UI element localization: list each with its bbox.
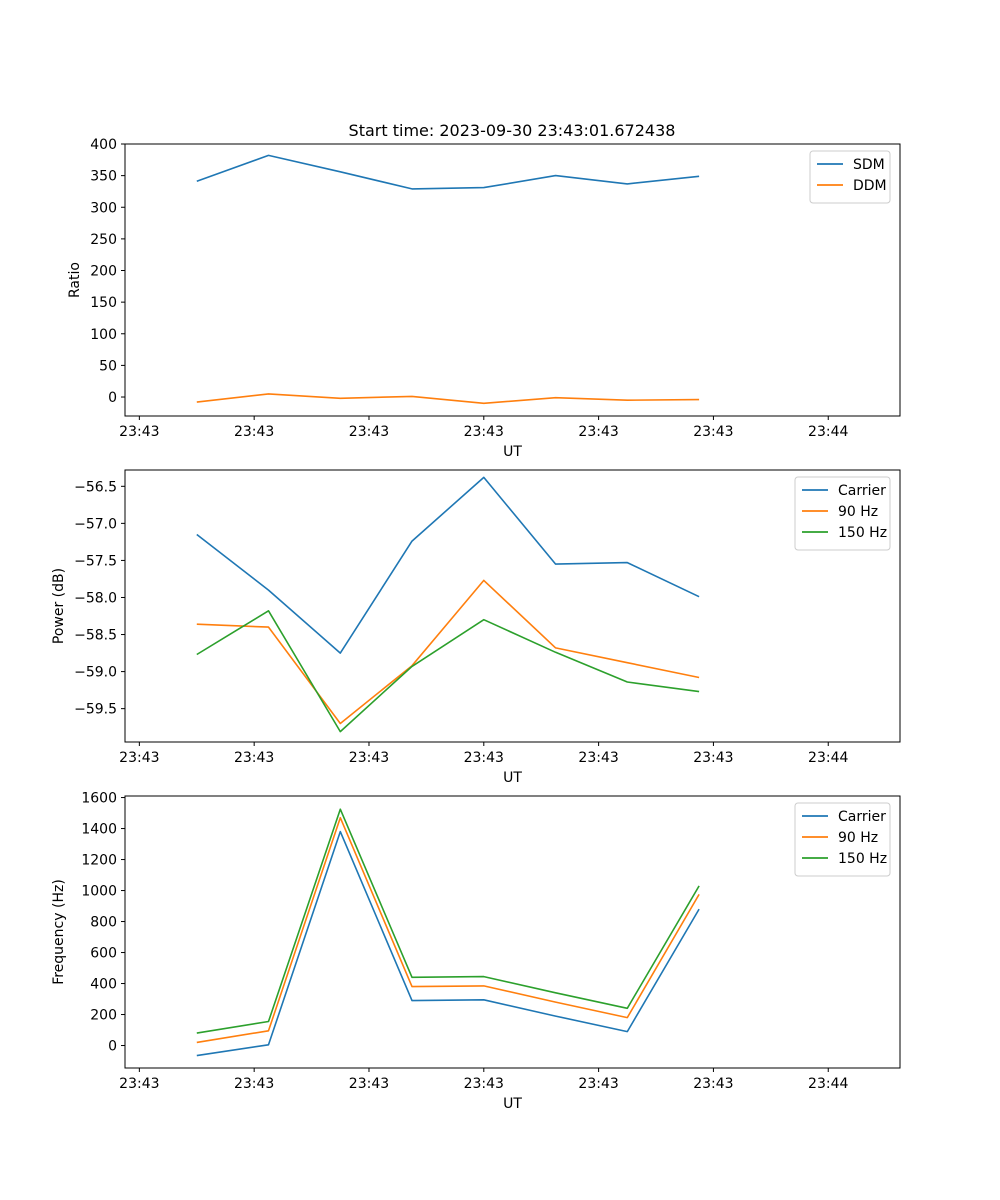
x-tick-label: 23:43 bbox=[349, 750, 389, 766]
y-axis-label: Power (dB) bbox=[51, 568, 67, 644]
series-line-carrier bbox=[196, 476, 700, 654]
x-tick-label: 23:43 bbox=[464, 424, 504, 440]
y-tick-label: 1000 bbox=[81, 884, 117, 900]
y-tick-label: −59.0 bbox=[74, 665, 117, 681]
legend-label: Carrier bbox=[838, 809, 886, 825]
series-line-sdm bbox=[196, 154, 700, 190]
x-tick-label: 23:43 bbox=[578, 750, 618, 766]
y-tick-label: 350 bbox=[90, 169, 117, 185]
legend-label: SDM bbox=[853, 157, 885, 173]
y-tick-label: 300 bbox=[90, 200, 117, 216]
y-tick-label: −58.0 bbox=[74, 590, 117, 606]
x-tick-label: 23:43 bbox=[119, 750, 159, 766]
legend-label: DDM bbox=[853, 178, 887, 194]
x-tick-label: 23:43 bbox=[578, 424, 618, 440]
chart-2: 23:43 23:43 23:43 23:43 23:43 23:43 23:44 −59.5… bbox=[51, 469, 901, 786]
legend: SDM DDM bbox=[809, 150, 891, 204]
x-tick-label: 23:43 bbox=[349, 424, 389, 440]
chart-3: 23:43 23:43 23:43 23:43 23:43 23:43 23:44 0 200 4… bbox=[51, 791, 901, 1112]
y-axis-label: Frequency (Hz) bbox=[51, 879, 67, 985]
x-tick-label: 23:43 bbox=[349, 1076, 389, 1092]
y-tick-label: 150 bbox=[90, 295, 117, 311]
y-tick-label: 400 bbox=[90, 137, 117, 153]
y-axis-label: Ratio bbox=[67, 262, 83, 298]
x-tick-label: 23:43 bbox=[234, 424, 274, 440]
x-tick-label: 23:43 bbox=[693, 1076, 733, 1092]
legend-label: 150 Hz bbox=[838, 851, 887, 867]
x-tick-label: 23:44 bbox=[808, 750, 848, 766]
x-tick-label: 23:43 bbox=[464, 1076, 504, 1092]
y-tick-label: 0 bbox=[108, 390, 117, 406]
legend-label: 90 Hz bbox=[838, 830, 878, 846]
legend-label: Carrier bbox=[838, 483, 886, 499]
legend: Carrier 90 Hz 150 Hz bbox=[794, 476, 891, 551]
y-tick-label: 1600 bbox=[81, 791, 117, 807]
y-tick-label: 0 bbox=[108, 1039, 117, 1055]
y-tick-label: 400 bbox=[90, 977, 117, 993]
x-tick-label: 23:43 bbox=[578, 1076, 618, 1092]
figure-title: Start time: 2023-09-30 23:43:01.672438 bbox=[349, 121, 676, 140]
y-tick-label: −57.5 bbox=[74, 553, 117, 569]
x-axis-label: UT bbox=[503, 444, 522, 460]
series-line-90-hz bbox=[196, 816, 700, 1044]
x-axis-label: UT bbox=[503, 1096, 522, 1112]
y-tick-label: 200 bbox=[90, 1008, 117, 1024]
y-tick-label: 1400 bbox=[81, 822, 117, 838]
charts-container: 23:43 23:43 23:43 23:43 23:43 23:43 23:44 0 50 10… bbox=[51, 137, 901, 1112]
chart-3-axes-frame bbox=[124, 795, 901, 1069]
y-tick-label: −57.0 bbox=[74, 516, 117, 532]
series-line-carrier bbox=[196, 830, 700, 1057]
y-tick-label: −58.5 bbox=[74, 628, 117, 644]
series-line-150-hz bbox=[196, 609, 700, 733]
y-tick-label: 800 bbox=[90, 915, 117, 931]
y-tick-label: 100 bbox=[90, 327, 117, 343]
chart-2-axes-frame bbox=[124, 469, 901, 743]
y-tick-label: 250 bbox=[90, 232, 117, 248]
y-tick-label: 600 bbox=[90, 946, 117, 962]
series-line-150-hz bbox=[196, 808, 700, 1034]
series-line-90-hz bbox=[196, 579, 700, 725]
y-tick-label: 50 bbox=[99, 358, 117, 374]
y-tick-label: −59.5 bbox=[74, 702, 117, 718]
series-line-ddm bbox=[196, 393, 700, 405]
x-axis-label: UT bbox=[503, 770, 522, 786]
x-tick-label: 23:43 bbox=[464, 750, 504, 766]
x-tick-label: 23:44 bbox=[808, 424, 848, 440]
x-tick-label: 23:43 bbox=[693, 750, 733, 766]
x-tick-label: 23:43 bbox=[119, 1076, 159, 1092]
legend: Carrier 90 Hz 150 Hz bbox=[794, 802, 891, 877]
y-tick-label: 1200 bbox=[81, 853, 117, 869]
x-tick-label: 23:43 bbox=[234, 750, 274, 766]
y-tick-label: 200 bbox=[90, 264, 117, 280]
y-tick-label: −56.5 bbox=[74, 479, 117, 495]
x-tick-label: 23:43 bbox=[234, 1076, 274, 1092]
x-tick-label: 23:44 bbox=[808, 1076, 848, 1092]
chart-1-axes-frame bbox=[124, 143, 901, 417]
x-tick-label: 23:43 bbox=[693, 424, 733, 440]
chart-1: 23:43 23:43 23:43 23:43 23:43 23:43 23:44 0 50 10… bbox=[67, 137, 901, 460]
x-tick-label: 23:43 bbox=[119, 424, 159, 440]
legend-label: 90 Hz bbox=[838, 504, 878, 520]
legend-label: 150 Hz bbox=[838, 525, 887, 541]
